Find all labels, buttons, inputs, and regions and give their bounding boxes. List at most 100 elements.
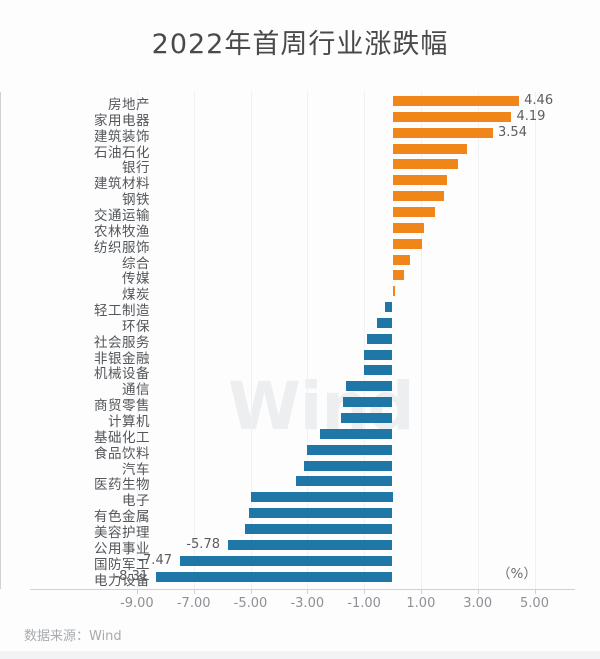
page-title: 2022年首周行业涨跌幅 (151, 29, 449, 60)
x-tick-mark (250, 589, 252, 594)
category-label: 电力设备 (94, 572, 150, 589)
bar (392, 143, 467, 154)
bar (392, 191, 444, 202)
category-label: 计算机 (108, 414, 150, 430)
x-tick-mark (477, 589, 479, 594)
x-tick-mark (136, 589, 138, 594)
gridline (193, 92, 195, 589)
chart-row: 汽车 (0, 460, 600, 478)
bar (392, 127, 494, 138)
bottom-divider (0, 651, 600, 659)
bar (341, 413, 393, 423)
bar-value-label: -8.31 (114, 568, 149, 584)
chart-row: 环保 (0, 317, 600, 335)
chart-row: 机械设备 (0, 365, 600, 383)
bar (295, 476, 393, 487)
bar (392, 159, 459, 170)
x-tick-label: -9.00 (120, 596, 154, 611)
bar (392, 254, 411, 265)
chart-row: 国防军工 -7.47 (0, 552, 600, 573)
chart-plot-area: Wind -9.00 -7.00 -5.00 -3.00 -1.00 1.00 3.00 5.… (0, 92, 600, 611)
chart-row: 建筑材料 (0, 175, 600, 193)
chart-row: 计算机 (0, 413, 600, 430)
bar (345, 381, 393, 392)
category-label: 银行 (122, 160, 150, 177)
category-label: 综合 (122, 255, 150, 272)
x-tick-mark (364, 589, 366, 594)
category-label: 房地产 (108, 97, 150, 113)
category-label: 国防军工 (94, 556, 150, 573)
chart-row: 基础化工 (0, 428, 600, 446)
category-label: 通信 (122, 382, 150, 399)
gridline (534, 92, 536, 589)
chart-row: 非银金融 (0, 349, 600, 367)
chart-row: 有色金属 (0, 508, 600, 525)
category-label: 农林牧渔 (94, 223, 150, 240)
chart-row: 传媒 (0, 270, 600, 287)
x-tick-label: -1.00 (347, 596, 381, 611)
zero-axis-line (0, 92, 1, 589)
chart-row: 食品饮料 (0, 444, 600, 462)
category-label: 钢铁 (122, 192, 150, 209)
chart-row: 社会服务 (0, 333, 600, 351)
bar (385, 302, 393, 313)
gridline (420, 92, 422, 589)
category-label: 食品饮料 (94, 445, 150, 462)
x-tick-mark (307, 589, 309, 594)
category-label: 轻工制造 (94, 303, 150, 320)
bar-value-label: 4.19 (516, 108, 546, 124)
category-label: 建筑装饰 (94, 128, 150, 145)
x-tick-mark (420, 589, 422, 594)
chart-row: 交通运输 (0, 206, 600, 224)
category-label: 社会服务 (94, 334, 150, 351)
chart-row: 建筑装饰 3.54 (0, 125, 600, 145)
chart-row: 电力设备 -8.31 (0, 568, 600, 589)
x-tick-label: 5.00 (520, 596, 549, 611)
category-label: 基础化工 (94, 429, 150, 446)
category-label: 煤炭 (122, 287, 150, 304)
category-label: 非银金融 (94, 350, 150, 367)
bar (376, 317, 393, 328)
chart-row: 家用电器 4.19 (0, 108, 600, 129)
chart-row: 房地产 4.46 (0, 93, 600, 113)
bar (392, 238, 423, 249)
bar (392, 96, 520, 106)
chart-row: 石油石化 (0, 143, 600, 161)
bar (228, 539, 393, 550)
bar (392, 206, 435, 217)
bar-value-label: 4.46 (524, 93, 554, 108)
chart-row: 煤炭 (0, 286, 600, 304)
bar (249, 508, 393, 519)
category-label: 医药生物 (94, 477, 150, 494)
gridline (250, 92, 252, 589)
x-tick-label: 3.00 (463, 596, 493, 611)
bar (156, 571, 393, 582)
bar (392, 222, 424, 233)
category-label: 家用电器 (94, 112, 150, 129)
bar (364, 365, 393, 376)
category-label: 纺织服饰 (94, 239, 150, 256)
gridline (136, 92, 138, 589)
bar (392, 286, 395, 297)
source-note: 数据来源：Wind (24, 629, 122, 644)
chart-row: 美容护理 (0, 523, 600, 541)
bar (304, 460, 393, 471)
chart-row: 综合 (0, 254, 600, 272)
bar-value-label: -7.47 (138, 552, 172, 568)
category-label: 公用事业 (94, 540, 150, 557)
gridline (364, 92, 366, 589)
category-label: 机械设备 (94, 366, 150, 383)
x-tick-label: -3.00 (290, 596, 325, 611)
chart-row: 纺织服饰 (0, 238, 600, 256)
category-label: 建筑材料 (94, 176, 150, 193)
x-axis-line (30, 589, 575, 590)
bar (180, 555, 393, 566)
gridline (307, 92, 309, 589)
category-label: 美容护理 (94, 524, 150, 541)
x-tick-label: 1.00 (406, 596, 436, 611)
bar (364, 349, 393, 360)
chart-row: 通信 (0, 381, 600, 399)
category-label: 环保 (122, 318, 150, 335)
chart-row: 轻工制造 (0, 302, 600, 320)
